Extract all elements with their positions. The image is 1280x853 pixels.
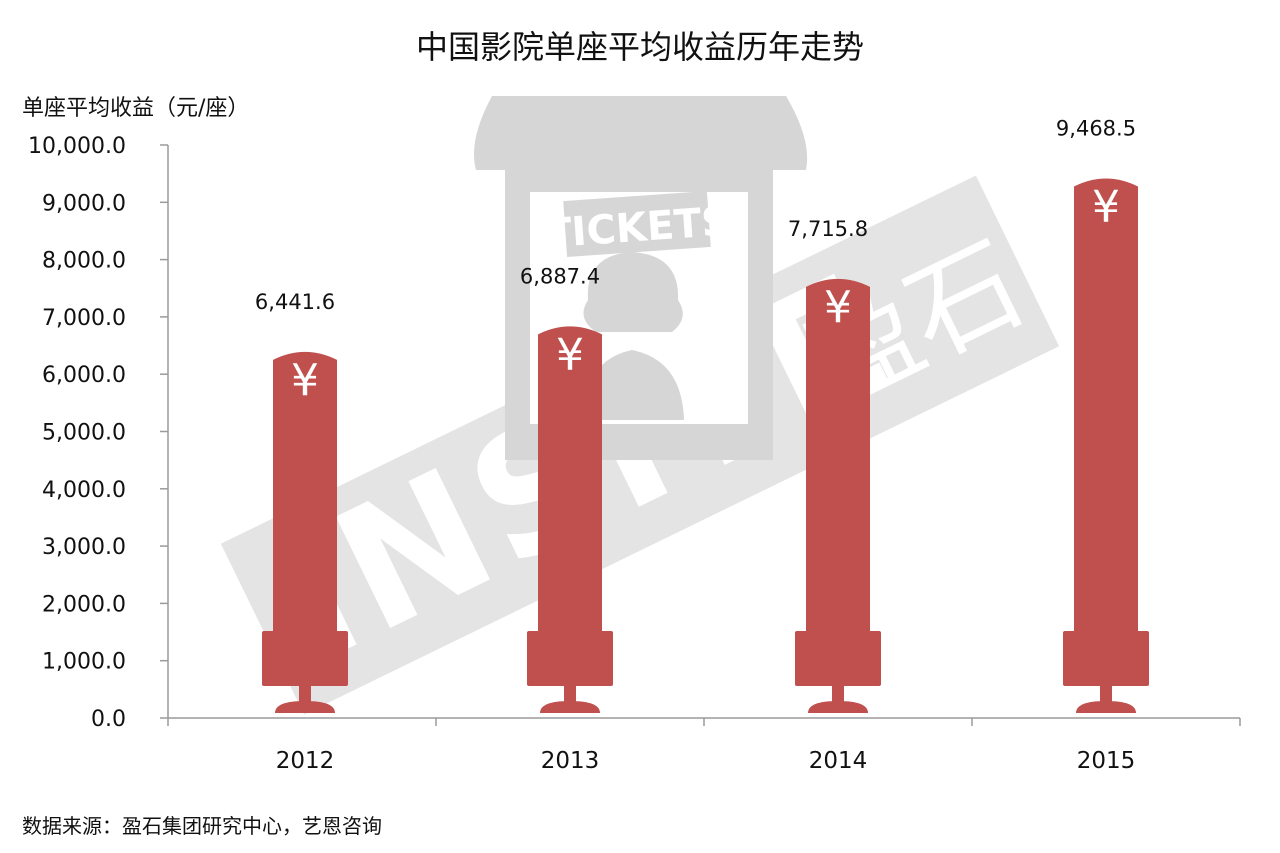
bar	[806, 278, 870, 686]
y-tick-label: 6,000.0	[42, 363, 126, 388]
bar-arm-right	[1135, 631, 1149, 686]
bars: ¥6,441.6 2012 ¥6,887.4 2013 ¥7,715.8 2014 ¥9,4…	[255, 116, 1149, 774]
bar-currency-symbol: ¥	[556, 329, 584, 380]
bar	[538, 326, 602, 686]
bar-currency-symbol: ¥	[291, 355, 319, 406]
data-label: 6,887.4	[520, 264, 600, 288]
bar-2012: ¥6,441.6 2012	[255, 290, 348, 774]
watermark: INSITE盈石TICKETS	[220, 96, 1060, 715]
y-tick-label: 7,000.0	[42, 306, 126, 331]
ticket-sign: TICKETS	[543, 191, 732, 257]
y-axis-label: 单座平均收益（元/座）	[22, 96, 250, 121]
y-tick-label: 10,000.0	[28, 134, 126, 159]
data-label: 7,715.8	[788, 217, 868, 241]
chart-title: 中国影院单座平均收益历年走势	[415, 28, 864, 66]
bar-currency-symbol: ¥	[824, 282, 852, 333]
bar-stem	[564, 686, 576, 702]
bar-arm-right	[599, 631, 613, 686]
data-label: 6,441.6	[255, 290, 335, 314]
y-tick-label: 4,000.0	[42, 478, 126, 503]
y-tick-label: 5,000.0	[42, 421, 126, 446]
chart-axes: 0.0 1,000.0 2,000.0 3,000.0 4,000.0 5,000.0 6,…	[28, 134, 1241, 732]
y-tick-label: 3,000.0	[42, 535, 126, 560]
booth-roof	[474, 96, 808, 170]
bar-2015: ¥9,468.5 2015	[1056, 116, 1149, 774]
bar-base	[275, 701, 335, 713]
bar	[1074, 178, 1138, 686]
y-tick-label: 0.0	[91, 707, 126, 732]
bar-2013: ¥6,887.4 2013	[520, 264, 613, 774]
bar-base	[808, 701, 868, 713]
x-tick-label: 2012	[276, 748, 335, 774]
source-note: 数据来源：盈石集团研究中心，艺恩咨询	[22, 814, 382, 838]
bar	[273, 351, 337, 686]
ticket-booth: TICKETS	[474, 96, 808, 460]
y-tick-label: 2,000.0	[42, 592, 126, 617]
bar-currency-symbol: ¥	[1092, 181, 1120, 232]
bar-base	[1076, 701, 1136, 713]
bar-arm-left	[795, 631, 809, 686]
x-tick-label: 2015	[1077, 748, 1136, 774]
bar-arm-left	[527, 631, 541, 686]
bar-stem	[832, 686, 844, 702]
bar-arm-right	[334, 631, 348, 686]
bar-2014: ¥7,715.8 2014	[788, 217, 881, 774]
bar-base	[540, 701, 600, 713]
bar-stem	[299, 686, 311, 702]
bar-arm-right	[867, 631, 881, 686]
ticket-sign-bg	[563, 191, 711, 257]
y-tick-label: 9,000.0	[42, 191, 126, 216]
clerk-body	[582, 350, 684, 420]
bar-stem	[1100, 686, 1112, 702]
bar-arm-left	[1063, 631, 1077, 686]
data-label: 9,468.5	[1056, 116, 1136, 140]
y-tick-label: 1,000.0	[42, 650, 126, 675]
x-tick-label: 2014	[809, 748, 868, 774]
clerk-head	[583, 252, 683, 332]
y-tick-label: 8,000.0	[42, 249, 126, 274]
bar-arm-left	[262, 631, 276, 686]
x-tick-label: 2013	[541, 748, 600, 774]
